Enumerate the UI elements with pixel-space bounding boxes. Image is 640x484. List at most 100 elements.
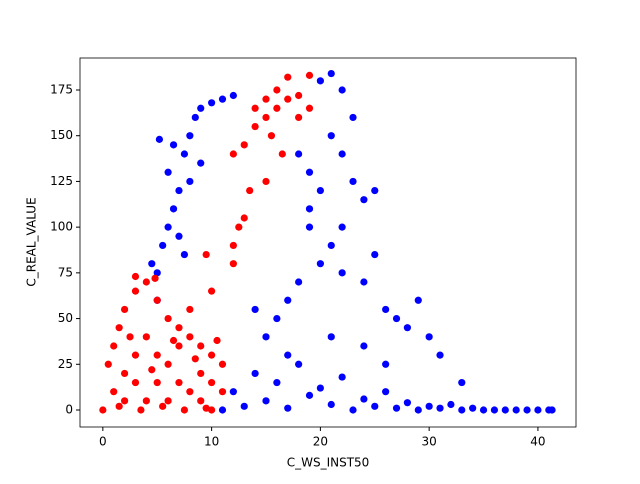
point [338,86,346,94]
point [360,278,368,286]
point [169,141,178,149]
point [284,296,292,304]
point [191,355,199,363]
point [175,324,183,332]
point [169,336,178,345]
point [229,260,237,268]
point [240,402,248,410]
point [316,260,324,268]
point [382,360,390,368]
point [164,397,172,405]
point [175,186,183,195]
point [120,369,129,378]
point [273,86,281,94]
point [327,132,335,140]
point [218,360,227,368]
point [251,369,259,378]
point [512,406,520,414]
point [186,177,194,186]
point [153,351,161,359]
x-tick-label: 10 [204,435,219,449]
point [305,104,314,112]
point [479,406,488,414]
point [447,400,455,409]
point [295,113,303,122]
point [534,406,542,414]
point [414,406,422,414]
point [208,406,216,414]
point [235,223,243,231]
point [501,406,509,414]
point [131,287,140,295]
point [164,223,172,231]
point [458,406,466,414]
point [327,69,335,78]
point [305,223,314,231]
point [202,250,210,259]
point [338,150,346,158]
point [240,214,248,222]
point [360,196,368,204]
point [284,404,292,412]
point [251,305,259,314]
point [197,397,205,405]
point [284,351,292,359]
point [267,132,276,140]
point [305,71,314,79]
point [175,378,183,387]
point [202,404,210,412]
x-tick-label: 20 [313,435,328,449]
x-tick-label: 40 [530,435,545,449]
point [164,314,172,323]
x-axis-label: C_WS_INST50 [287,456,370,470]
point [104,360,112,368]
point [338,269,346,277]
point [278,150,286,158]
point [327,241,335,250]
point [273,378,281,387]
point [155,135,164,143]
point [229,241,237,250]
point [436,351,444,359]
point [159,402,167,410]
point [338,223,346,231]
point [240,141,248,149]
point [153,269,161,277]
y-tick-label: 100 [50,220,73,234]
point [392,314,401,323]
point [126,333,134,341]
point [425,402,433,410]
point [175,232,183,240]
point [305,205,314,213]
point [142,333,150,341]
y-tick-label: 75 [58,265,73,279]
point [115,402,123,410]
point [153,296,161,304]
point [131,351,140,359]
point [349,113,357,122]
point [175,342,183,350]
point [197,159,205,167]
point [99,406,107,414]
point [251,122,259,131]
point [523,406,531,414]
point [382,305,390,314]
point [349,406,357,414]
point [262,177,270,186]
point [151,274,159,282]
point [425,333,433,341]
point [180,150,189,158]
point [110,342,118,350]
point [295,91,303,100]
point [148,260,156,268]
point [414,296,422,304]
point [305,391,314,399]
point [251,104,259,112]
point [305,168,314,176]
point [403,399,412,407]
point [262,397,270,405]
point [403,324,412,332]
point [208,378,216,387]
point [153,378,161,387]
